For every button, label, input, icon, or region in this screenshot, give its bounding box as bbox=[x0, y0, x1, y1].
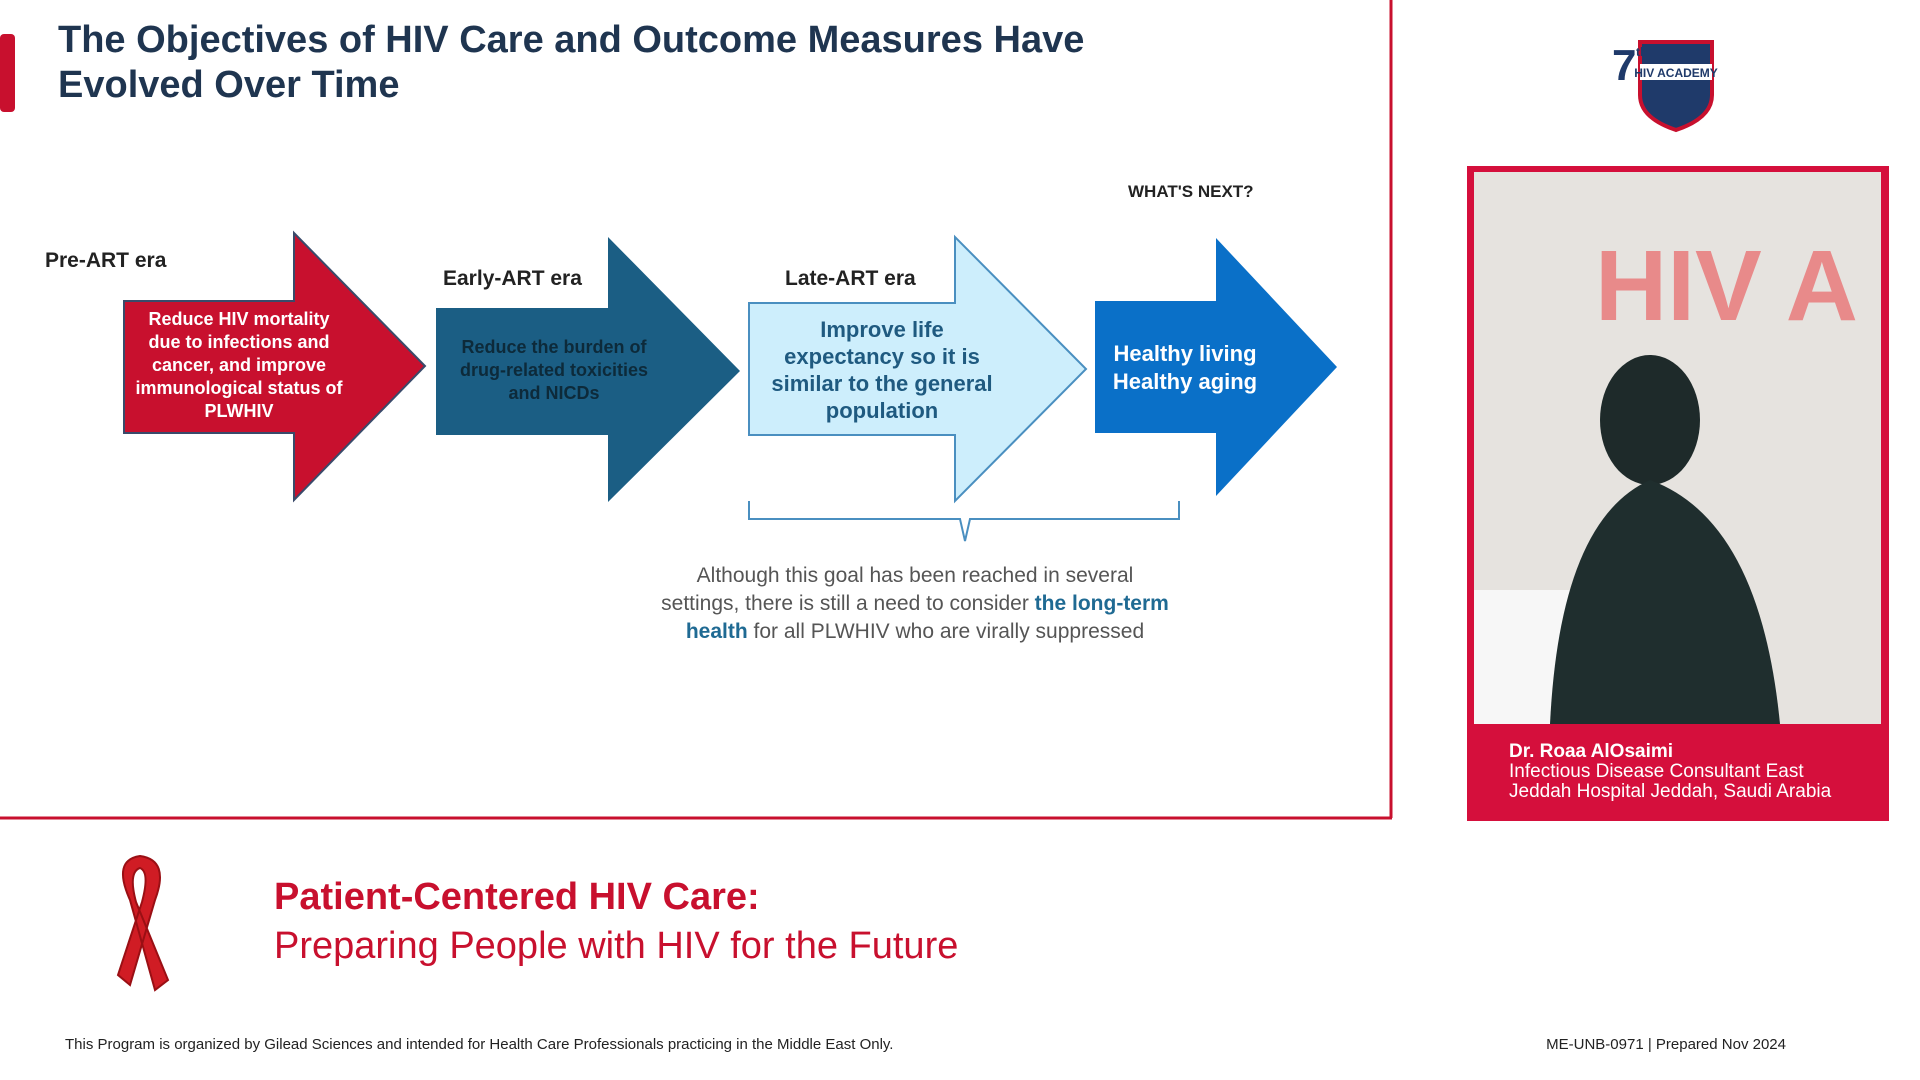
slide-title: The Objectives of HIV Care and Outcome M… bbox=[58, 18, 1084, 108]
era-arrow bbox=[748, 234, 1088, 504]
logo-suffix: th bbox=[1636, 45, 1647, 59]
speaker-role: Infectious Disease Consultant East bbox=[1509, 761, 1804, 782]
era-text: Healthy living Healthy aging bbox=[1095, 340, 1275, 396]
program-title: Patient-Centered HIV Care: bbox=[274, 876, 760, 918]
brace bbox=[748, 501, 1180, 542]
era-label: Pre-ART era bbox=[45, 249, 167, 272]
era-label: Early-ART era bbox=[443, 267, 582, 290]
title-tab bbox=[0, 34, 15, 112]
note: Although this goal has been reached in s… bbox=[660, 562, 1170, 646]
era-text: Reduce the burden of drug-related toxici… bbox=[459, 337, 649, 403]
era-arrow bbox=[1095, 238, 1337, 496]
era-label: Late-ART era bbox=[785, 267, 916, 290]
logo-number: 7 bbox=[1612, 41, 1636, 90]
ribbon bbox=[116, 854, 170, 992]
program-code: ME-UNB-0971 | Prepared Nov 2024 bbox=[1546, 1036, 1786, 1053]
speaker-figure bbox=[1600, 355, 1700, 485]
speaker-name: Dr. Roaa AlOsaimi bbox=[1509, 741, 1674, 762]
title-line: The Objectives of HIV Care and Outcome M… bbox=[58, 19, 1085, 61]
disclaimer: This Program is organized by Gilead Scie… bbox=[65, 1036, 894, 1053]
speaker-figure bbox=[1550, 480, 1780, 724]
era-arrow bbox=[123, 230, 427, 503]
note-text: for all PLWHIV who are virally suppresse… bbox=[747, 620, 1145, 643]
note-highlight: the long-term health bbox=[685, 592, 1169, 643]
speaker-role: Jeddah Hospital Jeddah, Saudi Arabia bbox=[1509, 781, 1832, 802]
note-text: Although this goal has been reached in s… bbox=[661, 564, 1134, 615]
logo: 7 th HIV ACADEMY bbox=[1612, 40, 1718, 133]
backdrop-text: HIV A bbox=[1595, 230, 1858, 342]
speaker-caption: Dr. Roaa AlOsaimi Infectious Disease Con… bbox=[1509, 742, 1831, 802]
era-label: WHAT'S NEXT? bbox=[1128, 182, 1254, 201]
era-text: Reduce HIV mortality due to infections a… bbox=[135, 309, 343, 421]
era-text: Improve life expectancy so it is similar… bbox=[771, 317, 993, 423]
program-subtitle: Preparing People with HIV for the Future bbox=[274, 925, 959, 967]
era-text-line: Healthy living bbox=[1113, 341, 1257, 366]
logo-name: HIV ACADEMY bbox=[1634, 66, 1718, 80]
era-arrow bbox=[436, 237, 740, 502]
era-text-line: Healthy aging bbox=[1112, 369, 1258, 394]
title-line: Evolved Over Time bbox=[58, 64, 400, 106]
